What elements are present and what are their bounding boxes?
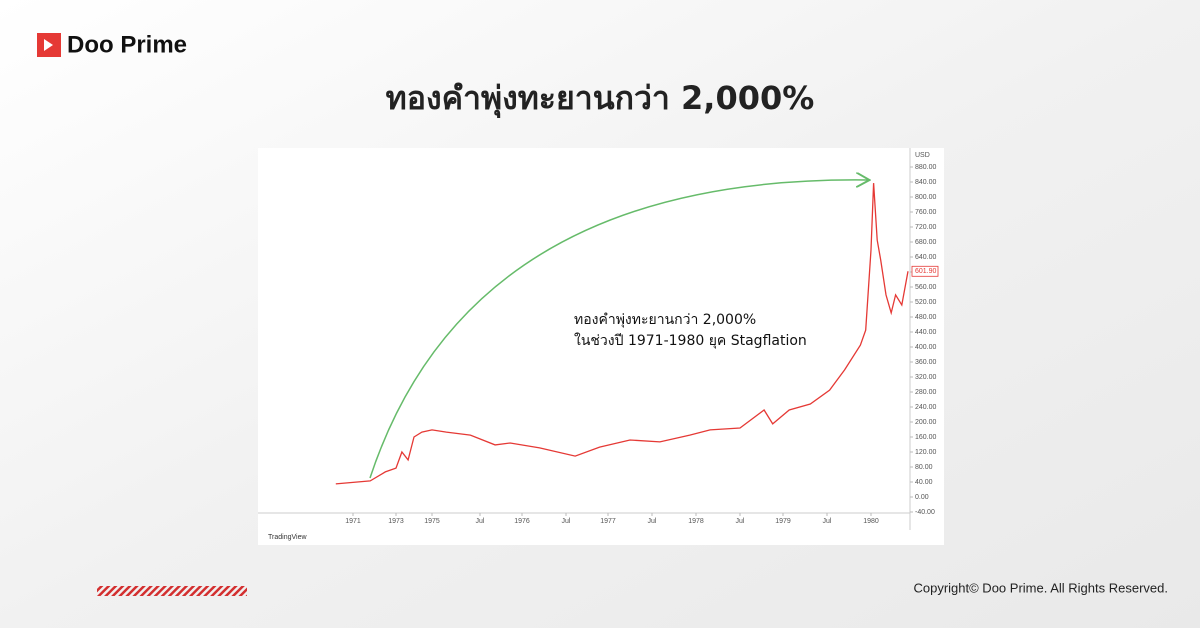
y-tick-label: 480.00 [915,314,937,321]
page-title: ทองคำพุ่งทะยานกว่า 2,000% [386,79,815,119]
x-tick-label: 1980 [863,518,879,525]
annotation: ทองคำพุ่งทะยานกว่า 2,000% [574,312,756,328]
y-tick-label: 280.00 [915,389,937,396]
y-tick-label: 240.00 [915,404,937,411]
x-tick-label: 1973 [388,518,404,525]
y-tick-label: 440.00 [915,329,937,336]
y-tick-label: 640.00 [915,254,937,261]
logo [37,33,61,57]
y-tick-label: 160.00 [915,434,937,441]
y-tick-label: 120.00 [915,449,937,456]
y-tick-label: -40.00 [915,509,935,516]
x-tick-label: 1975 [424,518,440,525]
trend-arrow [369,180,868,479]
y-tick-label: 800.00 [915,194,937,201]
y-tick-label: 560.00 [915,284,937,291]
x-tick-label: Jul [476,518,485,525]
x-tick-label: Jul [736,518,745,525]
y-tick-label: 880.00 [915,164,937,171]
decoration [97,586,247,596]
annotation: ในช่วงปี 1971-1980 ยุค Stagflation [574,332,807,349]
price-tag-label: 601.90 [915,268,937,275]
y-tick-label: 840.00 [915,179,937,186]
y-tick-label: 720.00 [915,224,937,231]
y-tick-label: 320.00 [915,374,937,381]
y-tick-label: 40.00 [915,479,933,486]
y-tick-label: 680.00 [915,239,937,246]
y-tick-label: 400.00 [915,344,937,351]
y-tick-label: 760.00 [915,209,937,216]
x-tick-label: 1979 [775,518,791,525]
brand: Doo Prime [67,31,187,58]
x-tick-label: Jul [823,518,832,525]
y-tick-label: 0.00 [915,494,929,501]
x-tick-label: Jul [562,518,571,525]
y-tick-label: 520.00 [915,299,937,306]
x-tick-label: Jul [648,518,657,525]
x-tick-label: 1978 [688,518,704,525]
y-tick-label: 80.00 [915,464,933,471]
x-tick-label: 1977 [600,518,616,525]
watermark: TradingView [268,534,307,541]
x-tick-label: 1971 [345,518,361,525]
price-tag [911,265,939,277]
y-unit: USD [915,152,930,159]
chart-panel [258,148,944,545]
y-tick-label: 200.00 [915,419,937,426]
price-line [335,183,909,485]
copyright: Copyright© Doo Prime. All Rights Reserve… [913,580,1168,595]
y-tick-label: 360.00 [915,359,937,366]
x-tick-label: 1976 [514,518,530,525]
